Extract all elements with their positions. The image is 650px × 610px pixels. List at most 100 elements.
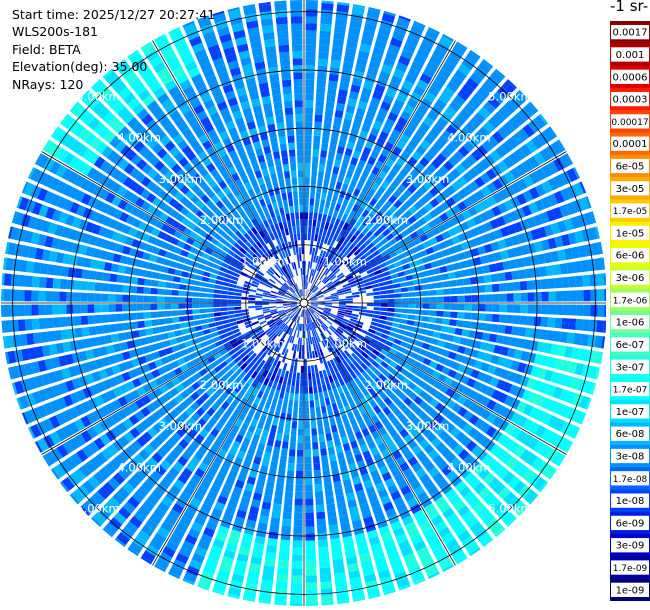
range-gate [201, 184, 211, 194]
range-gate [278, 44, 290, 53]
range-gate [291, 357, 295, 366]
range-gate [373, 143, 383, 154]
range-gate [253, 542, 265, 552]
range-gate [281, 243, 287, 251]
range-gate [160, 265, 169, 274]
range-gate [266, 226, 273, 235]
range-gate [354, 143, 364, 153]
range-gate [302, 261, 304, 269]
range-gate [413, 278, 422, 285]
range-gate [285, 483, 294, 492]
range-gate [27, 216, 38, 229]
range-gate [514, 445, 526, 458]
range-gate [151, 185, 163, 196]
range-gate [142, 252, 151, 261]
range-gate [274, 158, 282, 167]
range-gate [468, 97, 481, 110]
range-gate [309, 322, 313, 330]
range-gate [295, 219, 300, 227]
range-gate [287, 463, 295, 471]
range-gate [163, 391, 174, 401]
range-gate [181, 540, 195, 552]
range-gate [571, 246, 580, 259]
range-gate [299, 205, 304, 213]
range-gate [108, 75, 123, 89]
range-gate [336, 4, 350, 13]
range-gate [446, 264, 455, 272]
range-gate [305, 491, 314, 499]
range-gate [224, 176, 234, 186]
range-gate [128, 414, 140, 426]
range-gate [452, 43, 467, 56]
range-gate [332, 558, 344, 568]
range-gate [393, 68, 405, 79]
range-gate [577, 348, 587, 361]
range-gate [292, 554, 303, 562]
range-gate [287, 311, 294, 317]
range-gate [338, 308, 346, 312]
range-gate [73, 304, 81, 314]
range-gate [419, 521, 432, 533]
range-gate [335, 259, 342, 267]
range-gate [296, 372, 300, 380]
range-gate [154, 564, 166, 573]
range-gate [270, 224, 276, 233]
range-gate [249, 352, 257, 360]
range-gate [411, 462, 423, 473]
range-gate [394, 303, 402, 308]
range-gate [384, 387, 393, 397]
range-gate [491, 429, 503, 442]
range-gate [406, 255, 415, 263]
range-gate [372, 549, 385, 560]
range-gate [42, 418, 55, 432]
range-gate [225, 505, 236, 516]
range-gate [368, 172, 377, 182]
range-gate [434, 520, 448, 533]
range-gate [468, 206, 478, 217]
range-gate [295, 128, 303, 136]
range-gate [469, 49, 481, 59]
range-gate [61, 425, 74, 438]
range-gate [254, 535, 266, 545]
range-gate [497, 324, 506, 334]
range-gate [74, 327, 83, 338]
range-gate [246, 120, 256, 130]
range-gate [487, 364, 497, 375]
range-gate [242, 314, 250, 319]
range-gate [576, 304, 584, 316]
range-gate [195, 349, 205, 357]
range-gate [457, 311, 465, 319]
range-gate [321, 250, 327, 259]
range-gate [151, 369, 161, 379]
range-gate [309, 261, 313, 269]
range-gate [263, 422, 271, 432]
range-gate [173, 116, 185, 127]
range-gate [314, 289, 321, 295]
range-gate [247, 350, 255, 358]
range-gate [30, 232, 41, 245]
range-gate [183, 22, 198, 34]
colorbar-label-bg [611, 359, 649, 374]
range-gate [228, 287, 236, 292]
range-gate [482, 264, 491, 274]
range-gate [121, 224, 132, 235]
range-gate [358, 244, 367, 252]
range-gate [55, 252, 65, 264]
range-gate [299, 323, 302, 331]
range-gate [396, 502, 408, 514]
range-gate [236, 194, 244, 203]
range-gate [310, 299, 318, 302]
range-gate [434, 98, 447, 110]
range-gate [223, 258, 232, 265]
range-gate [239, 130, 249, 140]
range-gate [95, 381, 106, 393]
range-gate [345, 305, 353, 308]
range-gate [349, 333, 357, 340]
range-gate [349, 20, 362, 30]
range-gate [441, 248, 451, 257]
range-gate [566, 168, 578, 182]
range-gate [347, 98, 358, 107]
range-gate [115, 221, 125, 232]
range-gate [290, 305, 298, 308]
range-gate [516, 338, 525, 349]
